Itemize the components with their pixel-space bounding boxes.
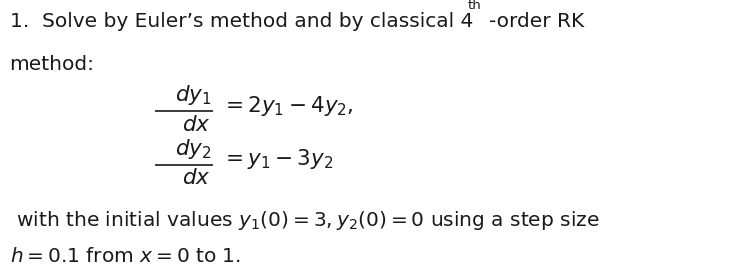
Text: $= 2y_1 - 4y_2,$: $= 2y_1 - 4y_2,$ [221,94,353,118]
Text: $dx$: $dx$ [182,115,210,135]
Text: method:: method: [10,55,94,74]
Text: $dy_2$: $dy_2$ [175,137,212,161]
Text: -order RK: -order RK [489,12,584,31]
Text: $dy_1$: $dy_1$ [175,83,212,107]
Text: with the initial values $y_1(0) = 3, y_2(0) = 0$ using a step size: with the initial values $y_1(0) = 3, y_2… [10,209,599,232]
Text: $dx$: $dx$ [182,168,210,188]
Text: th: th [468,0,482,12]
Text: 1.  Solve by Euler’s method and by classical 4: 1. Solve by Euler’s method and by classi… [10,12,473,31]
Text: $h = 0.1$ from $x = 0$ to 1.: $h = 0.1$ from $x = 0$ to 1. [10,247,241,266]
Text: $= y_1 - 3y_2$: $= y_1 - 3y_2$ [221,147,333,172]
